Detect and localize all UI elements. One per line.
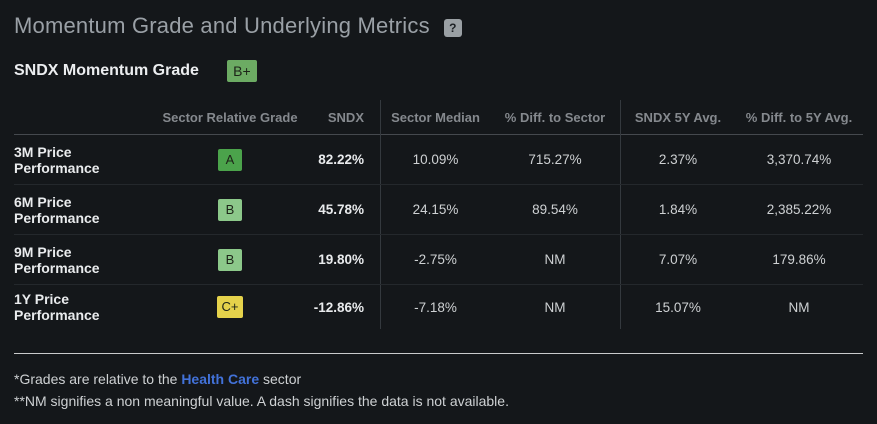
footnote-nm: **NM signifies a non meaningful value. A… [14, 393, 509, 409]
diff-to-5y-avg-value: NM [788, 299, 810, 315]
metrics-table: Sector Relative Grade SNDX Sector Median… [14, 100, 863, 329]
table-header-row: Sector Relative Grade SNDX Sector Median… [14, 100, 863, 135]
row-label: 3M Price Performance [14, 143, 100, 176]
footnotes: *Grades are relative to the Health Care … [14, 368, 863, 412]
page-title: Momentum Grade and Underlying Metrics [14, 13, 430, 38]
sector-median-value: -7.18% [380, 285, 490, 329]
grade-cell: B [155, 248, 305, 271]
diff-to-sector-value: NM [544, 252, 566, 267]
diff-to-sector-value: 715.27% [528, 152, 582, 167]
column-header-sndx: SNDX [327, 110, 364, 125]
column-header-grade: Sector Relative Grade [162, 110, 298, 125]
momentum-grade-label: SNDX Momentum Grade [14, 62, 199, 79]
card-header: Momentum Grade and Underlying Metrics ? [0, 0, 877, 39]
grade-badge: B [218, 248, 242, 271]
grade-badge: B [218, 198, 242, 221]
sndx-5y-avg-value: 2.37% [620, 135, 735, 184]
diff-to-5y-avg-value: 179.86% [772, 252, 826, 267]
table-row: 6M Price Performance B 45.78% 24.15% 89.… [14, 185, 863, 235]
momentum-grade-badge: B+ [226, 60, 257, 82]
row-label: 1Y Price Performance [14, 291, 100, 323]
help-icon[interactable]: ? [443, 19, 462, 37]
sector-median-value: -2.75% [380, 235, 490, 284]
diff-to-5y-avg-value: 3,370.74% [766, 152, 832, 167]
diff-to-sector-value: NM [544, 299, 566, 315]
sector-median-value: 24.15% [380, 185, 490, 234]
grade-badge: A [218, 148, 242, 171]
sndx-value: 19.80% [318, 252, 364, 267]
sndx-5y-avg-value: 15.07% [620, 285, 735, 329]
subheader: SNDX Momentum Grade B+ [14, 60, 863, 82]
bottom-divider [14, 353, 863, 354]
table-row: 9M Price Performance B 19.80% -2.75% NM … [14, 235, 863, 285]
table-row: 1Y Price Performance C+ -12.86% -7.18% N… [14, 285, 863, 329]
row-label: 9M Price Performance [14, 243, 100, 276]
grade-badge: C+ [216, 296, 244, 318]
sndx-value: -12.86% [313, 299, 364, 315]
sndx-value: 45.78% [318, 202, 364, 217]
grade-cell: B [155, 198, 305, 221]
column-header-sector-median: Sector Median [380, 100, 490, 135]
sndx-5y-avg-value: 1.84% [620, 185, 735, 234]
column-header-diff-5y: % Diff. to 5Y Avg. [745, 110, 853, 125]
column-header-diff-sector: % Diff. to Sector [504, 110, 606, 125]
table-body: 3M Price Performance A 82.22% 10.09% 715… [14, 135, 863, 329]
diff-to-5y-avg-value: 2,385.22% [766, 202, 832, 217]
sector-median-value: 10.09% [380, 135, 490, 184]
grade-cell: C+ [155, 296, 305, 318]
sndx-value: 82.22% [318, 152, 364, 167]
footnote-grades: *Grades are relative to the Health Care … [14, 371, 302, 387]
sndx-5y-avg-value: 7.07% [620, 235, 735, 284]
grade-cell: A [155, 148, 305, 171]
row-label: 6M Price Performance [14, 193, 100, 226]
table-row: 3M Price Performance A 82.22% 10.09% 715… [14, 135, 863, 185]
health-care-link[interactable]: Health Care [181, 371, 260, 387]
column-header-5y-avg: SNDX 5Y Avg. [620, 100, 735, 135]
diff-to-sector-value: 89.54% [532, 202, 578, 217]
